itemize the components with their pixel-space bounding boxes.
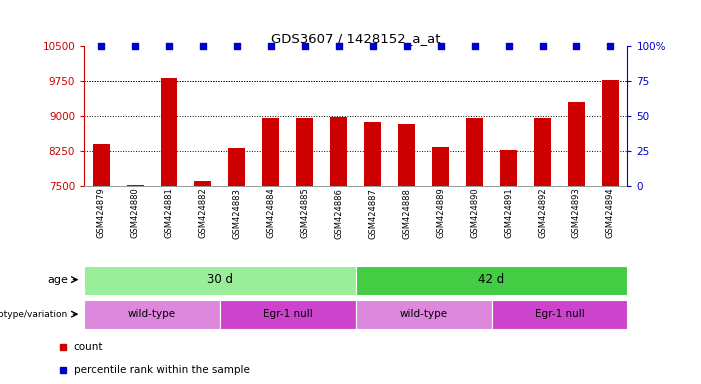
Text: count: count — [74, 342, 103, 352]
Bar — [93, 144, 109, 186]
Bar — [161, 78, 177, 186]
Point — [435, 43, 447, 49]
Bar — [534, 118, 551, 186]
Bar — [262, 118, 280, 186]
Bar — [127, 185, 144, 186]
Point — [265, 43, 276, 49]
Bar — [466, 118, 483, 186]
Point — [571, 43, 582, 49]
Point — [231, 43, 243, 49]
Point — [503, 43, 514, 49]
Bar — [84, 266, 355, 295]
Text: 42 d: 42 d — [479, 273, 505, 286]
Point — [95, 43, 107, 49]
Bar — [330, 117, 347, 186]
Bar — [398, 124, 415, 186]
Bar — [355, 300, 491, 329]
Bar — [84, 300, 220, 329]
Point — [469, 43, 480, 49]
Text: Egr-1 null: Egr-1 null — [535, 309, 585, 319]
Text: Egr-1 null: Egr-1 null — [263, 309, 313, 319]
Bar — [365, 122, 381, 186]
Text: wild-type: wild-type — [400, 309, 448, 319]
Title: GDS3607 / 1428152_a_at: GDS3607 / 1428152_a_at — [271, 32, 440, 45]
Point — [401, 43, 412, 49]
Bar — [194, 180, 212, 186]
Text: percentile rank within the sample: percentile rank within the sample — [74, 365, 250, 375]
Text: wild-type: wild-type — [128, 309, 176, 319]
Text: age: age — [47, 275, 68, 285]
Bar — [500, 150, 517, 186]
Point — [130, 43, 141, 49]
Bar — [297, 118, 313, 186]
Point — [367, 43, 379, 49]
Point — [537, 43, 548, 49]
Bar — [229, 148, 245, 186]
Text: 30 d: 30 d — [207, 273, 233, 286]
Point — [198, 43, 209, 49]
Bar — [355, 266, 627, 295]
Bar — [568, 102, 585, 186]
Bar — [602, 80, 619, 186]
Point — [605, 43, 616, 49]
Point — [163, 43, 175, 49]
Bar — [491, 300, 627, 329]
Point — [333, 43, 344, 49]
Bar — [220, 300, 355, 329]
Bar — [432, 147, 449, 186]
Text: genotype/variation: genotype/variation — [0, 310, 68, 319]
Point — [299, 43, 311, 49]
